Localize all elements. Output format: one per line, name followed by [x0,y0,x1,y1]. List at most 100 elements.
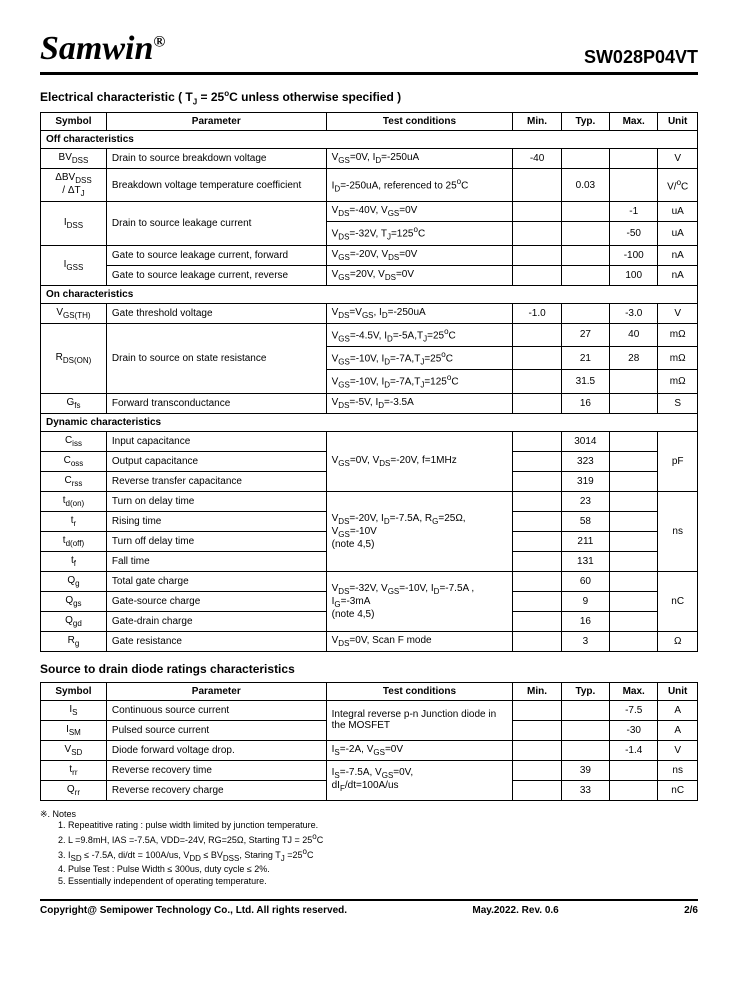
cell-typ: 323 [561,451,609,471]
cell-max [610,780,658,800]
cell-unit: V [658,740,698,760]
cell-symbol: ISM [41,720,107,740]
cell-unit: mΩ [658,347,698,370]
cell-cond: IS=-7.5A, VGS=0V,dIF/dt=100A/us [326,760,513,800]
cell-typ [561,700,609,720]
note-item: ISD ≤ -7.5A, di/dt = 100A/us, VDD ≤ BVDS… [68,847,698,864]
cell-min [513,571,561,591]
cell-param: Continuous source current [106,700,326,720]
dyn-char-label: Dynamic characteristics [41,413,698,431]
cell-max [610,451,658,471]
cell-symbol: Qrr [41,780,107,800]
electrical-char-title: Electrical characteristic ( TJ = 25oC un… [40,89,698,106]
cell-cond: VGS=-10V, ID=-7A,TJ=25oC [326,347,513,370]
cell-symbol: tr [41,511,107,531]
cell-param: Reverse recovery time [106,760,326,780]
th-min: Min. [513,682,561,700]
cell-min [513,222,561,245]
cell-param: Output capacitance [106,451,326,471]
on-char-header: On characteristics [41,285,698,303]
cell-min [513,591,561,611]
th-param: Parameter [106,113,326,131]
cell-min [513,265,561,285]
table-row: ΔBVDSS/ ΔTJ Breakdown voltage temperatur… [41,169,698,202]
cell-min [513,491,561,511]
cell-min [513,323,561,346]
cell-typ: 33 [561,780,609,800]
cell-cond: VDS=-40V, VGS=0V [326,202,513,222]
cell-param: Gate to source leakage current, reverse [106,265,326,285]
cell-max [610,611,658,631]
cell-cond: VDS=-32V, TJ=125oC [326,222,513,245]
th-unit: Unit [658,113,698,131]
table-row: Gfs Forward transconductance VDS=-5V, ID… [41,393,698,413]
cell-unit: mΩ [658,370,698,393]
electrical-table: Symbol Parameter Test conditions Min. Ty… [40,112,698,651]
cell-min [513,393,561,413]
th-max: Max. [610,113,658,131]
cell-symbol: trr [41,760,107,780]
revision: May.2022. Rev. 0.6 [472,905,558,916]
cell-cond: VDS=-20V, ID=-7.5A, RG=25Ω,VGS=-10V(note… [326,491,513,571]
cell-min [513,169,561,202]
cell-symbol: Qgd [41,611,107,631]
cell-unit: V/oC [658,169,698,202]
note-item: Essentially independent of operating tem… [68,876,698,888]
cell-symbol: Gfs [41,393,107,413]
cell-typ [561,149,609,169]
cell-symbol: VGS(TH) [41,303,107,323]
cell-typ: 16 [561,393,609,413]
table-row: trr Reverse recovery time IS=-7.5A, VGS=… [41,760,698,780]
cell-param: Drain to source leakage current [106,202,326,245]
cell-cond: VGS=0V, VDS=-20V, f=1MHz [326,431,513,491]
cell-param: Turn off delay time [106,531,326,551]
cell-typ [561,222,609,245]
cell-min [513,245,561,265]
cell-param: Gate to source leakage current, forward [106,245,326,265]
cell-min: -40 [513,149,561,169]
table-row: VSD Diode forward voltage drop. IS=-2A, … [41,740,698,760]
cell-param: Drain to source breakdown voltage [106,149,326,169]
cell-symbol: VSD [41,740,107,760]
cell-param: Breakdown voltage temperature coefficien… [106,169,326,202]
cell-unit: V [658,303,698,323]
cell-typ [561,265,609,285]
cell-symbol: td(on) [41,491,107,511]
cell-param: Gate resistance [106,631,326,651]
cell-max [610,149,658,169]
cell-max: 100 [610,265,658,285]
cell-symbol: IDSS [41,202,107,245]
th-symbol: Symbol [41,113,107,131]
cell-cond: VDS=0V, Scan F mode [326,631,513,651]
cell-unit: uA [658,222,698,245]
cell-param: Gate-drain charge [106,611,326,631]
cell-typ: 9 [561,591,609,611]
dyn-char-header: Dynamic characteristics [41,413,698,431]
cell-unit: nA [658,245,698,265]
cell-max [610,571,658,591]
cell-cond: ID=-250uA, referenced to 25oC [326,169,513,202]
th-symbol: Symbol [41,682,107,700]
table-row: VGS(TH) Gate threshold voltage VDS=VGS, … [41,303,698,323]
cell-symbol: IS [41,700,107,720]
cell-min [513,611,561,631]
cell-max: 40 [610,323,658,346]
cell-unit: nA [658,265,698,285]
cell-unit: ns [658,760,698,780]
cell-min [513,451,561,471]
cell-min: -1.0 [513,303,561,323]
table-row: IDSS Drain to source leakage current VDS… [41,202,698,222]
cell-max [610,393,658,413]
cell-symbol: td(off) [41,531,107,551]
cell-min [513,700,561,720]
cell-param: Gate threshold voltage [106,303,326,323]
table-row: td(on) Turn on delay time VDS=-20V, ID=-… [41,491,698,511]
cell-symbol: tf [41,551,107,571]
th-max: Max. [610,682,658,700]
page-header: Samwin® SW028P04VT [40,30,698,75]
th-unit: Unit [658,682,698,700]
cell-typ: 21 [561,347,609,370]
table-row: BVDSS Drain to source breakdown voltage … [41,149,698,169]
cell-min [513,347,561,370]
cell-min [513,740,561,760]
